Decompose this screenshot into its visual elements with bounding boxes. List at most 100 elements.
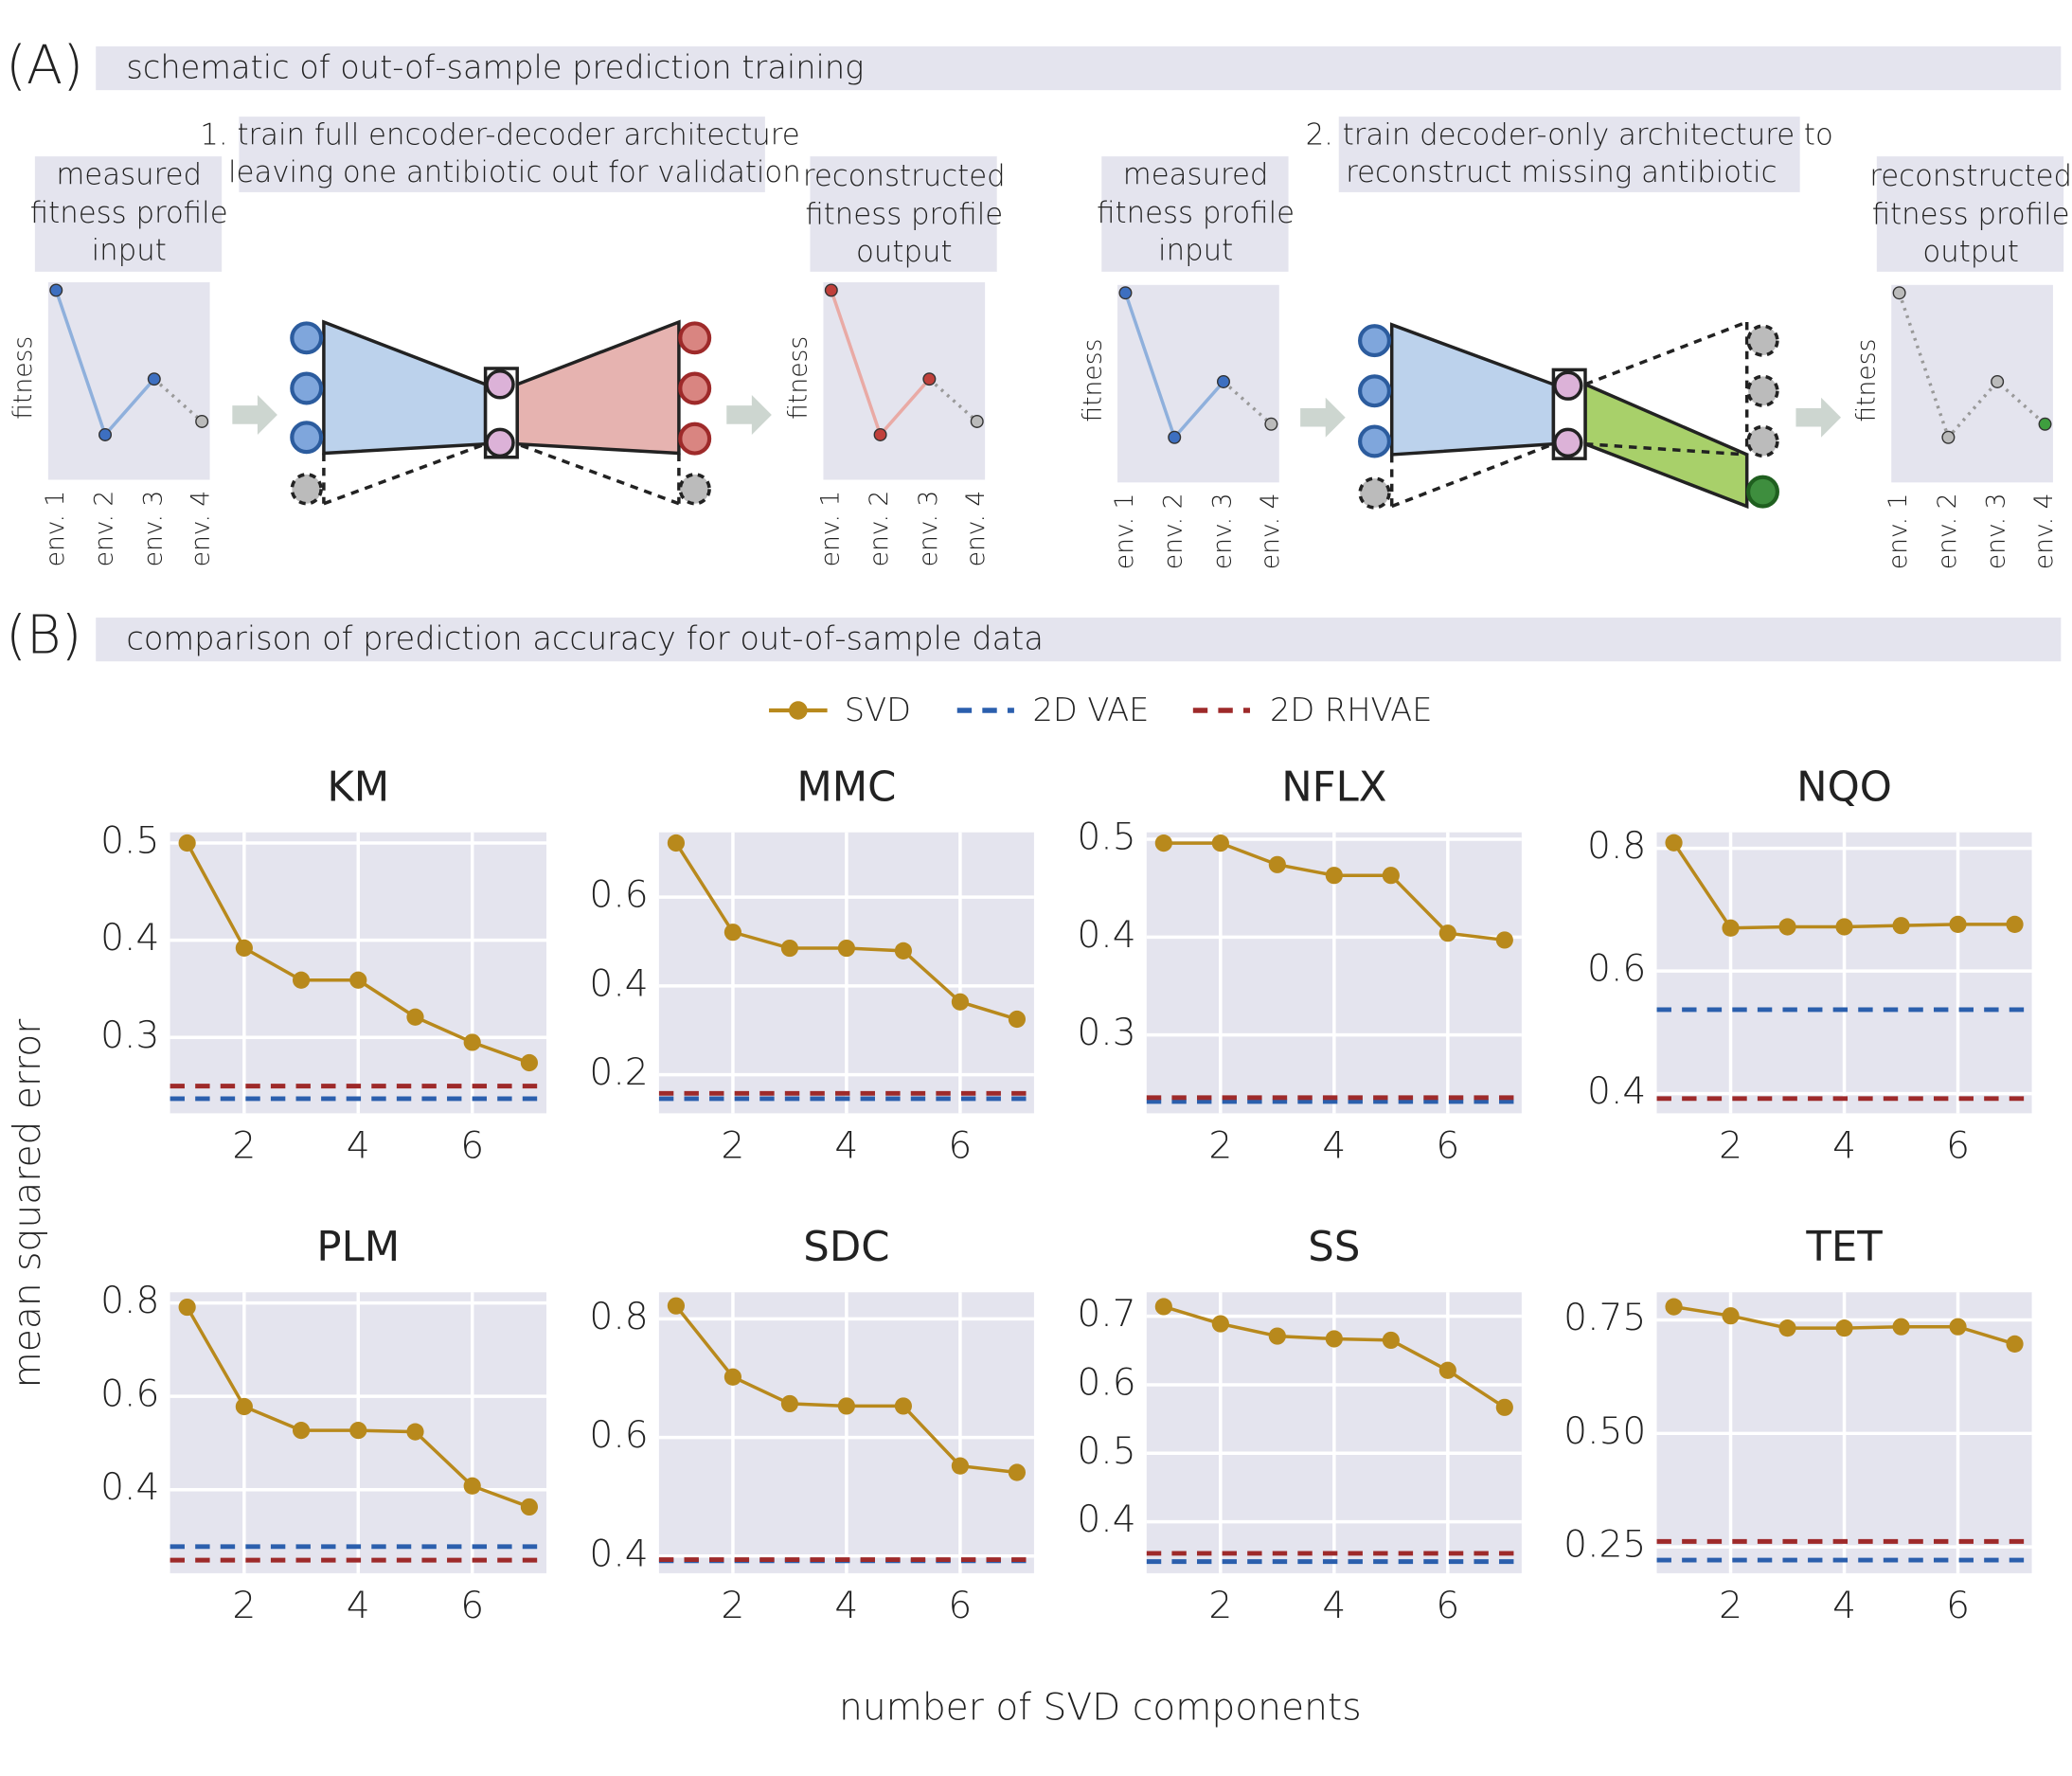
data-point xyxy=(178,834,196,852)
mini-line xyxy=(928,377,978,423)
x-axis-label: number of SVD components xyxy=(839,1687,1362,1730)
mini-point xyxy=(1941,430,1956,444)
x-tick-label: 2 xyxy=(721,1585,744,1627)
mini-point xyxy=(922,372,937,386)
legend-label: SVD xyxy=(845,691,911,728)
label-boxes xyxy=(34,117,2064,272)
x-tick-label: 2 xyxy=(1208,1585,1232,1627)
env-label: env. 3 xyxy=(138,491,168,567)
x-tick-label: 4 xyxy=(1322,1124,1346,1167)
data-point xyxy=(1008,1463,1026,1481)
chart-title: NQO xyxy=(1796,763,1892,811)
box-text: input xyxy=(1158,233,1233,267)
data-point xyxy=(894,942,913,960)
mini-plot-bg xyxy=(1117,284,1279,483)
mini-point xyxy=(1991,374,2005,388)
data-point xyxy=(349,1422,367,1440)
mini-y-label: fitness xyxy=(784,336,813,420)
legend-marker xyxy=(789,701,808,720)
env-label: env. 4 xyxy=(187,491,216,567)
x-tick-label: 4 xyxy=(347,1585,370,1627)
chart-title: NFLX xyxy=(1281,763,1386,811)
mini-point xyxy=(1264,417,1278,431)
data-point xyxy=(1438,1361,1456,1379)
box-text: 2. train decoder-only architecture to xyxy=(1306,118,1833,152)
y-tick-label: 0.8 xyxy=(1587,825,1646,868)
mini-point xyxy=(1118,286,1133,300)
y-tick-label: 0.25 xyxy=(1563,1524,1646,1567)
mini-point xyxy=(970,414,984,428)
data-point xyxy=(1722,1307,1740,1325)
y-tick-label: 0.8 xyxy=(589,1296,648,1338)
x-tick-label: 2 xyxy=(1719,1124,1742,1167)
data-point xyxy=(520,1053,539,1072)
data-point xyxy=(1495,931,1513,949)
env-label: env. 1 xyxy=(1110,493,1139,570)
chart-title: SDC xyxy=(803,1224,889,1271)
data-point xyxy=(1722,919,1740,937)
x-tick-label: 6 xyxy=(1946,1124,1970,1167)
y-tick-label: 0.6 xyxy=(1077,1361,1135,1404)
data-point xyxy=(1949,1318,1967,1336)
data-point xyxy=(1778,1319,1796,1337)
y-tick-label: 0.4 xyxy=(589,1533,648,1575)
y-tick-label: 0.6 xyxy=(1587,948,1646,991)
env-label: env. 1 xyxy=(1884,493,1913,570)
env-label: env. 2 xyxy=(1933,493,1962,570)
mini-point xyxy=(195,414,209,428)
data-point xyxy=(837,939,856,958)
env-label: env. 3 xyxy=(1207,493,1237,570)
mini-plot-bg xyxy=(1891,284,2053,483)
box-text: 1. train full encoder-decoder architectu… xyxy=(200,118,799,152)
mini-point xyxy=(1216,374,1230,388)
x-tick-label: 6 xyxy=(948,1585,972,1627)
y-tick-label: 0.7 xyxy=(1077,1293,1135,1336)
box-text: output xyxy=(1922,235,2018,269)
data-point xyxy=(837,1397,856,1415)
x-tick-label: 4 xyxy=(1832,1124,1856,1167)
data-point xyxy=(235,1397,253,1416)
box-text: fitness profile xyxy=(1097,196,1295,230)
encoder-decoder xyxy=(290,319,712,506)
box-text: measured xyxy=(1123,158,1269,192)
data-point xyxy=(1008,1010,1026,1029)
env-label: env. 1 xyxy=(815,491,845,567)
y-tick-label: 0.3 xyxy=(1077,1012,1135,1054)
box-text: output xyxy=(856,235,952,269)
panel-title: schematic of out-of-sample prediction tr… xyxy=(126,48,864,85)
y-tick-label: 0.6 xyxy=(589,1414,648,1457)
mini-y-label: fitness xyxy=(1078,339,1107,422)
env-label: env. 4 xyxy=(2029,493,2059,570)
box-text: reconstructed xyxy=(1869,159,2072,193)
env-label: env. 2 xyxy=(1159,493,1188,570)
y-tick-label: 0.4 xyxy=(100,917,159,960)
data-point xyxy=(1949,915,1967,933)
mini-point xyxy=(824,283,838,297)
mini-point xyxy=(1168,430,1182,444)
chart-title: SS xyxy=(1308,1224,1360,1271)
x-tick-label: 2 xyxy=(721,1124,744,1167)
legend-label: 2D RHVAE xyxy=(1270,691,1432,728)
data-point xyxy=(723,924,742,942)
y-tick-label: 0.4 xyxy=(1077,914,1135,957)
mini-point xyxy=(147,372,161,386)
data-point xyxy=(780,939,799,958)
data-point xyxy=(1835,918,1853,936)
env-label: env. 3 xyxy=(1982,493,2011,570)
x-tick-label: 6 xyxy=(460,1585,484,1627)
data-point xyxy=(178,1298,196,1317)
data-point xyxy=(1325,1330,1343,1348)
header-bar xyxy=(96,618,2062,662)
y-tick-label: 0.4 xyxy=(1587,1070,1646,1113)
x-tick-label: 2 xyxy=(232,1585,256,1627)
mini-line xyxy=(1222,380,1273,426)
chart-title: PLM xyxy=(316,1224,400,1271)
mini-plot-bg xyxy=(47,282,210,480)
data-point xyxy=(667,1297,686,1315)
data-point xyxy=(667,834,686,852)
env-label: env. 1 xyxy=(41,491,70,567)
y-tick-label: 0.75 xyxy=(1563,1297,1646,1339)
box-text: measured xyxy=(56,158,202,192)
data-point xyxy=(1382,867,1400,885)
data-point xyxy=(1892,1318,1910,1336)
